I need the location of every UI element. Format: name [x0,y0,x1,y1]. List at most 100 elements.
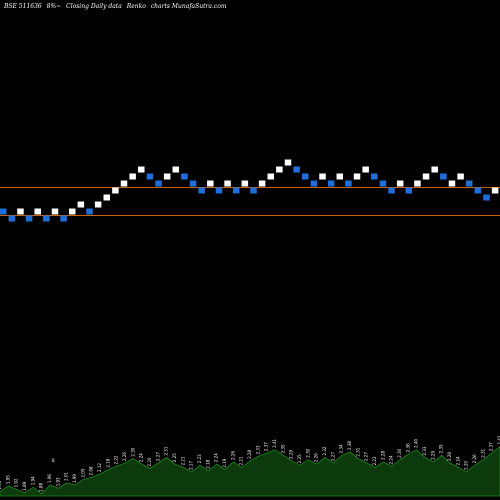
renko-brick-up [68,208,76,215]
volume-label: 2.25 [172,453,177,462]
volume-label: 2.01 [64,471,69,480]
renko-brick-down [465,180,473,187]
renko-brick-up [34,208,41,215]
renko-brick-down [379,180,387,187]
renko-brick-down [327,180,335,187]
renko-brick-down [232,187,240,194]
renko-brick-down [302,173,309,180]
renko-brick-up [163,173,171,180]
volume-label: 2.38 [347,441,352,450]
volume-label: 2.23 [197,454,202,463]
renko-brick-down [215,187,223,194]
renko-brick-down [388,187,395,194]
volume-label: 1.96 [47,474,52,483]
chart-header: BSE 511636 8%~ Closing Daily data Renko … [4,3,230,10]
renko-brick-down [86,208,93,215]
renko-brick-up [276,166,283,173]
volume-label: 2.27 [155,452,160,461]
renko-brick-up [396,180,404,187]
volume-extra-label: 8 [52,458,55,463]
renko-brick-down [371,173,378,180]
volume-label: 2.24 [455,456,460,465]
renko-brick-down [155,180,162,187]
renko-brick-up [129,173,136,180]
volume-label: 2.43 [497,435,500,444]
volume-label: 2.26 [230,451,235,460]
renko-brick-down [293,166,300,173]
volume-label: 2.33 [422,446,427,455]
chart-symbol: BSE 511636 [4,3,42,10]
renko-brick-up [414,180,421,187]
volume-label: 2.26 [314,453,319,462]
volume-label: 2.19 [222,458,227,467]
volume-label: 2.33 [255,445,260,454]
renko-brick-up [77,201,85,208]
volume-label: 2.27 [330,452,335,461]
volume-label: 2.28 [380,451,385,460]
volume-label: 1.99 [72,474,77,483]
volume-label: 2.22 [114,455,119,464]
renko-brick-up [94,201,102,208]
volume-label: 1.92 [14,478,19,487]
renko-brick-down [474,187,482,194]
volume-label: 2.26 [472,454,477,463]
volume-label: 1.95 [5,475,10,484]
volume-label: 2.30 [397,448,402,457]
renko-brick-up [103,194,111,201]
volume-label: 2.12 [97,463,102,472]
volume-label: 2.36 [405,443,410,452]
volume-label: 2.37 [264,442,269,451]
volume-label: 2.30 [305,448,310,457]
renko-brick-down [345,180,352,187]
volume-area [0,445,500,497]
volume-label: 2.31 [164,446,169,455]
renko-brick-down [483,194,490,201]
volume-label: 2.20 [147,457,152,466]
renko-brick-up [51,208,59,215]
volume-label: 2.22 [372,456,377,465]
renko-brick-up [353,173,361,180]
renko-brick-down [181,173,188,180]
volume-label: 2.08 [89,466,94,475]
renko-brick-up [17,208,24,215]
volume-label: 2.29 [289,449,294,458]
renko-brick-down [146,173,154,180]
level-lines [0,187,500,216]
renko-brick-down [43,215,50,222]
volume-label: 2.25 [297,454,302,463]
volume-label: 2.31 [480,448,485,457]
chart-subtitle: Closing Daily data [66,3,122,10]
volume-label: 2.24 [389,455,394,464]
volume-label: 2.21 [180,456,185,465]
renko-brick-down [25,215,33,222]
volume-label: 2.41 [272,438,277,447]
renko-brick-up [284,159,292,166]
volume-label: 2.40 [414,438,419,447]
volume-label: 1.90 [0,480,2,489]
volume-label: 2.32 [322,446,327,455]
renko-brick-down [198,187,205,194]
renko-brick-up [267,173,274,180]
renko-brick-down [60,215,67,222]
renko-brick-up [224,180,231,187]
renko-brick-up [319,173,326,180]
renko-brick-down [310,180,318,187]
volume-label: 2.24 [214,453,219,462]
renko-brick-up [172,166,180,173]
renko-brick-up [491,187,499,194]
renko-brick-up [241,180,249,187]
renko-brick-down [0,208,7,215]
chart-name: Renko [126,3,146,10]
volume-label: 1.88 [39,482,44,491]
renko-brick-up [138,166,145,173]
chart-change: 8%~ [46,3,62,10]
renko-brick-up [112,187,119,194]
volume-label: 2.17 [189,460,194,469]
renko-brick-up [422,173,430,180]
renko-brick-up [336,173,344,180]
volume-label: 2.35 [280,444,285,453]
volume-label: 2.20 [464,460,469,469]
volume-label: 1.93 [55,477,60,486]
